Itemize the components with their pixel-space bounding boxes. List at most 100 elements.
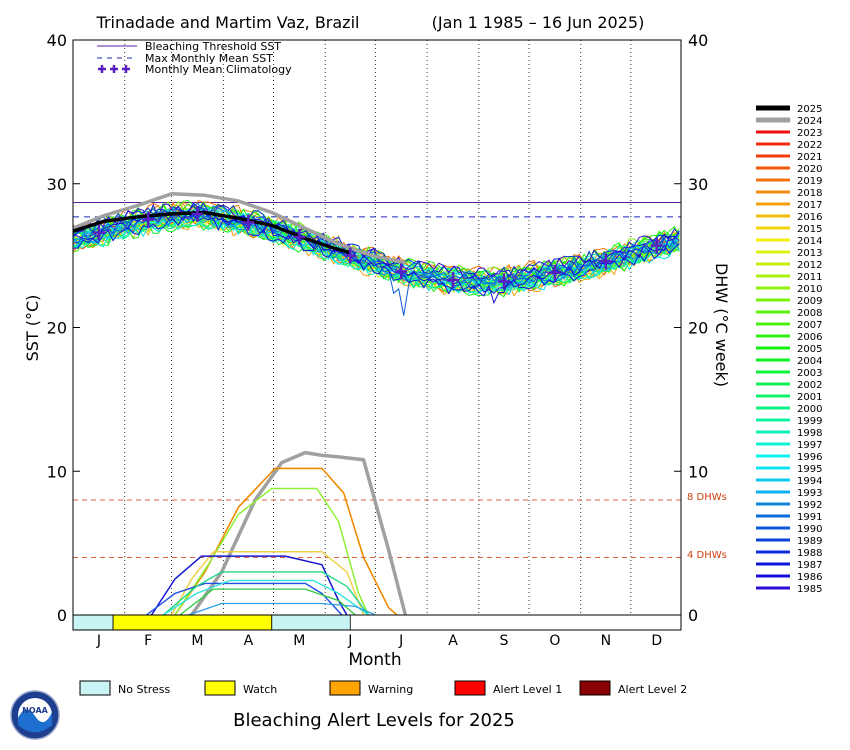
year-legend-label: 1996	[797, 452, 822, 463]
alert-bar-segment	[271, 614, 351, 631]
y-axis-label-right: DHW (°C week)	[712, 263, 731, 387]
y-tick-label-right: 30	[688, 175, 708, 194]
year-legend-label: 2001	[797, 392, 822, 403]
footer-title: Bleaching Alert Levels for 2025	[233, 710, 515, 731]
year-legend-label: 2007	[797, 320, 822, 331]
legend-label-threshold: Bleaching Threshold SST	[145, 40, 281, 53]
year-legend-label: 2020	[797, 164, 822, 175]
dhw-line-1997	[162, 579, 370, 616]
dhw-line-1990	[146, 582, 343, 616]
x-tick-label-month: J	[347, 633, 352, 649]
year-legend-label: 2017	[797, 200, 822, 211]
dhw-line-2024	[190, 450, 408, 617]
sst-line-1994	[72, 207, 680, 286]
plot-frame	[72, 39, 682, 631]
year-legend-label: 2022	[797, 140, 822, 151]
x-tick-label-month: J	[96, 633, 101, 649]
alert-legend-swatch	[204, 680, 236, 696]
noaa-logo-text: NOAA	[22, 706, 48, 715]
x-tick-label-month: S	[499, 633, 508, 649]
gridlines	[124, 40, 632, 615]
dhw-curves	[146, 450, 408, 617]
y-tick-label-left: 10	[47, 462, 67, 481]
climatology-marker	[293, 228, 306, 245]
year-legend-label: 1985	[797, 584, 822, 595]
years-legend: 2025202420232022202120202019201820172016…	[756, 104, 822, 595]
sst-line-2018	[72, 201, 680, 278]
year-legend-label: 2013	[797, 248, 822, 259]
alert-legend-swatch	[79, 680, 111, 696]
year-legend-label: 2008	[797, 308, 822, 319]
year-legend-label: 1994	[797, 476, 822, 487]
climatology-marker	[142, 211, 155, 228]
legend-swatch-climatology	[98, 65, 130, 73]
year-legend-label: 2023	[797, 128, 822, 139]
dhw-line-2006	[179, 588, 356, 616]
alert-level-legend: No Stress Watch Warning Alert Level 1 Alert …	[79, 680, 687, 696]
dhw-line-2001	[162, 571, 370, 616]
year-legend-label: 2002	[797, 380, 822, 391]
year-legend-label: 1997	[797, 440, 822, 451]
sst-line-2025	[72, 210, 351, 255]
axis-ticks: 0 0 10 10 20 20 30 30 40 40 J F M A M J J A S O N D	[47, 31, 709, 649]
year-legend-label: 1995	[797, 464, 822, 475]
dhw-line-1994	[188, 602, 376, 616]
year-legend-label: 1992	[797, 500, 822, 511]
x-tick-label-month: F	[144, 633, 152, 649]
climatology-marker	[650, 237, 663, 254]
y-tick-label-right: 40	[688, 31, 708, 50]
alert-legend-label: Alert Level 1	[493, 683, 562, 696]
year-legend-label: 2021	[797, 152, 822, 163]
alert-bar	[72, 614, 351, 631]
year-legend-label: 2004	[797, 356, 822, 367]
chart-title-location: Trinadade and Martim Vaz, Brazil	[96, 13, 360, 32]
x-tick-label-month: A	[244, 633, 254, 649]
climatology-marker	[92, 224, 105, 241]
sst-line-1989	[72, 210, 680, 288]
x-axis-label: Month	[348, 650, 401, 670]
chart-title-dates: (Jan 1 1985 – 16 Jun 2025)	[432, 13, 645, 32]
year-legend-label: 2019	[797, 176, 822, 187]
year-legend-label: 1998	[797, 428, 822, 439]
alert-legend-label: No Stress	[118, 683, 171, 696]
alert-legend-swatch	[454, 680, 486, 696]
climatology-marker	[242, 214, 255, 231]
legend-label-mmm: Max Monthly Mean SST	[145, 52, 273, 65]
sst-line-1990	[72, 209, 680, 316]
year-legend-label: 2000	[797, 404, 822, 415]
year-legend-label: 1989	[797, 536, 822, 547]
dhw-threshold-label-8: 8 DHWs	[687, 492, 727, 503]
year-legend-label: 2009	[797, 296, 822, 307]
climatology-marker	[395, 263, 408, 280]
year-legend-label: 1987	[797, 560, 822, 571]
reference-legend: Bleaching Threshold SST Max Monthly Mean…	[97, 40, 292, 76]
climatology-marker	[497, 273, 510, 290]
x-tick-label-month: O	[549, 633, 560, 649]
sst-line-1992	[72, 213, 680, 289]
sst-line-1988	[72, 202, 680, 279]
legend-label-climatology: Monthly Mean Climatology	[145, 63, 292, 76]
alert-legend-label: Watch	[243, 683, 277, 696]
x-tick-label-month: D	[651, 633, 662, 649]
alert-legend-swatch	[579, 680, 611, 696]
x-tick-label-month: J	[398, 633, 403, 649]
alert-legend-swatch	[329, 680, 361, 696]
alert-legend-label: Warning	[368, 683, 413, 696]
year-legend-label: 2010	[797, 284, 822, 295]
x-tick-label-month: N	[601, 633, 611, 649]
y-tick-label-left: 40	[47, 31, 67, 50]
sst-line-2022	[72, 208, 680, 288]
y-tick-label-left: 0	[57, 606, 67, 625]
x-tick-label-month: M	[191, 633, 203, 649]
year-legend-label: 2014	[797, 236, 822, 247]
alert-legend-label: Alert Level 2	[618, 683, 687, 696]
year-legend-label: 2011	[797, 272, 822, 283]
x-tick-label-month: A	[448, 633, 458, 649]
year-legend-label: 2003	[797, 368, 822, 379]
year-legend-label: 2025	[797, 104, 822, 115]
y-tick-label-right: 0	[688, 606, 698, 625]
y-axis-label-left: SST (°C)	[23, 295, 42, 362]
year-legend-label: 2024	[797, 116, 822, 127]
climatology-marker	[191, 205, 204, 222]
